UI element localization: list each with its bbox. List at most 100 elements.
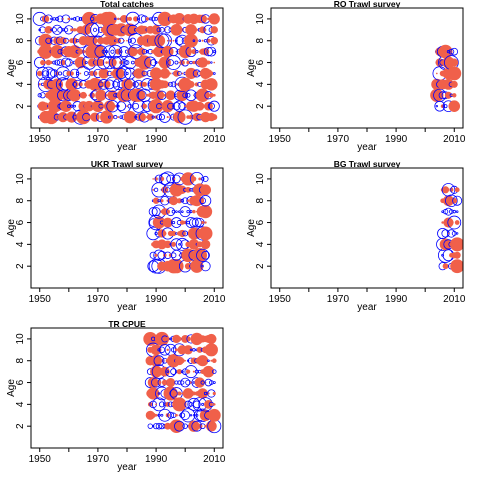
- data-bubble: [213, 61, 216, 64]
- data-bubble: [181, 72, 184, 75]
- y-axis-label: Age: [246, 219, 257, 237]
- y-tick-label: 6: [15, 59, 26, 65]
- data-bubble: [143, 331, 158, 346]
- data-bubble: [210, 26, 218, 34]
- data-bubble: [169, 196, 179, 206]
- x-tick-label: 1990: [385, 134, 408, 145]
- data-bubble: [107, 35, 118, 46]
- data-bubble: [82, 11, 97, 26]
- data-bubble: [200, 184, 211, 196]
- data-bubble: [447, 229, 456, 238]
- data-bubble: [94, 45, 108, 58]
- data-bubble: [176, 198, 183, 204]
- data-bubble: [191, 176, 197, 182]
- data-bubble: [211, 369, 217, 374]
- data-bubble: [204, 378, 213, 387]
- data-bubble: [154, 231, 158, 236]
- data-bubble: [202, 175, 209, 182]
- data-bubble: [171, 209, 176, 214]
- data-bubble: [201, 221, 205, 225]
- data-bubble: [70, 28, 74, 32]
- data-bubble: [171, 220, 176, 225]
- data-bubble: [155, 422, 163, 430]
- data-bubble: [186, 60, 190, 65]
- data-bubble: [174, 60, 179, 65]
- data-bubble: [178, 77, 192, 92]
- data-bubble: [204, 359, 208, 363]
- data-bubble: [111, 17, 114, 21]
- data-bubble: [452, 93, 457, 98]
- x-axis-label: year: [357, 142, 377, 153]
- data-bubble: [105, 50, 109, 54]
- data-bubble: [184, 262, 192, 270]
- panel-title: Total catches: [100, 0, 154, 9]
- data-bubble: [127, 46, 138, 57]
- data-bubble: [38, 83, 41, 86]
- data-bubble: [175, 210, 178, 213]
- data-bubble: [150, 354, 162, 367]
- x-tick-label: 1970: [87, 134, 110, 145]
- data-bubble: [137, 17, 140, 21]
- data-bubble: [101, 93, 106, 98]
- x-tick-label: 1990: [145, 454, 168, 465]
- data-bubble: [154, 253, 158, 257]
- data-bubble: [201, 264, 204, 268]
- data-bubble: [212, 72, 216, 75]
- data-bubble: [95, 89, 107, 101]
- data-bubble: [37, 93, 42, 98]
- data-bubble: [114, 17, 117, 21]
- data-bubble: [186, 209, 190, 214]
- data-bubble: [79, 91, 87, 99]
- data-bubble: [58, 93, 62, 97]
- data-bubble: [179, 59, 185, 66]
- data-bubble: [185, 186, 192, 193]
- data-bubble: [450, 80, 458, 88]
- data-bubble: [152, 216, 166, 229]
- data-bubble: [203, 391, 208, 396]
- data-bubble: [191, 49, 197, 55]
- data-bubble: [442, 263, 449, 270]
- data-bubble: [145, 17, 150, 21]
- data-bubble: [158, 172, 171, 186]
- data-bubble: [150, 16, 156, 22]
- data-bubble: [81, 49, 86, 54]
- data-bubble: [200, 261, 211, 272]
- data-bubble: [200, 239, 211, 250]
- data-bubble: [169, 72, 172, 75]
- data-bubble: [153, 355, 165, 367]
- data-bubble: [176, 89, 189, 102]
- data-bubble: [41, 66, 56, 81]
- data-bubble: [167, 411, 175, 419]
- data-bubble: [165, 209, 171, 214]
- y-tick-label: 6: [255, 59, 266, 65]
- data-bubble: [152, 188, 155, 191]
- data-bubble: [441, 186, 450, 194]
- data-bubble: [74, 16, 81, 22]
- data-bubble: [70, 61, 73, 64]
- data-bubble: [211, 114, 218, 121]
- data-bubble: [192, 370, 195, 373]
- data-bubble: [199, 409, 212, 422]
- data-bubble: [450, 47, 459, 56]
- data-bubble: [190, 26, 198, 34]
- data-bubble: [180, 377, 191, 388]
- data-bubble: [44, 25, 53, 34]
- data-bubble: [141, 48, 148, 55]
- data-bubble: [172, 334, 181, 344]
- data-bubble: [107, 90, 118, 101]
- data-bubble: [177, 336, 182, 342]
- y-tick-label: 6: [15, 219, 26, 225]
- data-bubble: [170, 368, 177, 375]
- data-bubble: [185, 336, 191, 342]
- data-bubble: [124, 60, 130, 65]
- data-bubble: [453, 251, 461, 259]
- data-bubble: [150, 67, 163, 80]
- data-bubble: [185, 369, 191, 374]
- data-bubble: [192, 39, 196, 43]
- data-bubble: [213, 348, 216, 351]
- data-bubble: [205, 78, 218, 91]
- data-bubble: [450, 259, 463, 274]
- data-bubble: [189, 217, 199, 228]
- data-bubble: [105, 61, 108, 64]
